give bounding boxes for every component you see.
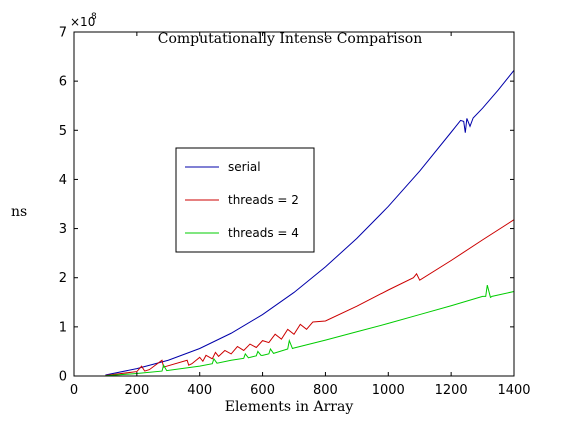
y-axis: 0 1 2 3 4 5 6 7 (59, 26, 514, 385)
y-exponent-base: ×10 (70, 15, 95, 29)
x-tick-label: 600 (250, 383, 275, 398)
legend-label: serial (228, 160, 261, 174)
x-tick-label: 800 (313, 383, 338, 398)
series-group (105, 70, 515, 377)
y-tick-label: 0 (59, 370, 67, 385)
plot-frame (73, 31, 515, 377)
x-tick-label: 200 (124, 383, 149, 398)
series-line-serial (105, 70, 515, 376)
y-tick-label: 2 (59, 271, 67, 286)
y-tick-label: 4 (59, 173, 67, 188)
y-tick-label: 7 (59, 26, 67, 41)
y-tick-label: 3 (59, 222, 67, 237)
x-axis: 0 200 400 600 800 1000 1200 1400 (70, 32, 531, 398)
x-axis-label: Elements in Array (225, 399, 354, 415)
series-line-threads-4 (105, 284, 515, 377)
y-tick-label: 1 (59, 320, 67, 335)
chart-title: Computationally Intense Comparison (158, 31, 423, 47)
x-tick-label: 1400 (497, 383, 530, 398)
legend: serial threads = 2 threads = 4 (175, 147, 315, 253)
series-line-threads-2 (105, 219, 515, 377)
y-tick-label: 6 (59, 75, 67, 90)
x-tick-label: 1000 (372, 383, 405, 398)
x-tick-label: 1200 (435, 383, 468, 398)
legend-label: threads = 2 (228, 193, 299, 207)
legend-label: threads = 4 (228, 226, 299, 240)
legend-entries: serial threads = 2 threads = 4 (185, 160, 299, 240)
y-tick-label: 5 (59, 124, 67, 139)
y-axis-label: ns (11, 204, 27, 220)
x-tick-label: 0 (70, 383, 78, 398)
y-exponent-power: 8 (91, 12, 97, 22)
x-tick-label: 400 (187, 383, 212, 398)
